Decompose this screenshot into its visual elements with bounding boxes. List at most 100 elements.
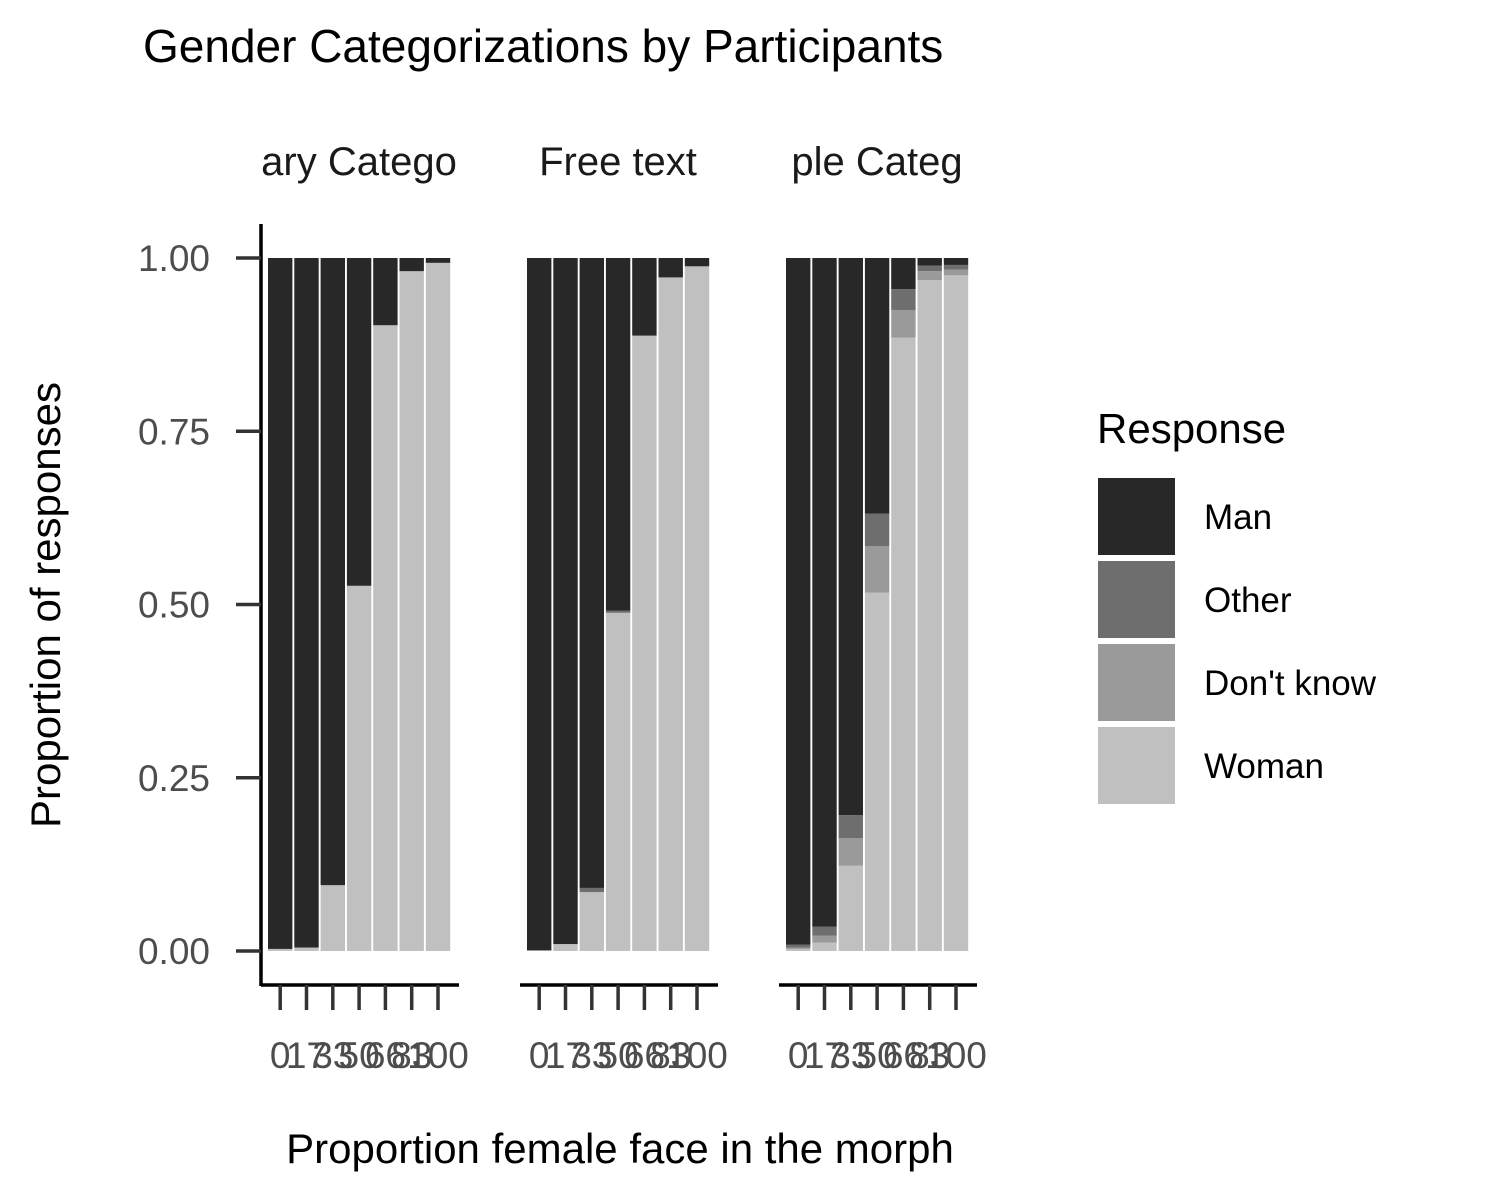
y-tick-label: 0.50 <box>138 585 210 626</box>
y-tick-label: 0.75 <box>138 411 210 452</box>
y-tick-label: 0.25 <box>138 758 210 799</box>
bar-segment-don-t-know <box>786 947 811 949</box>
x-tick-label: 17 <box>286 1035 327 1076</box>
x-tick-label: 83 <box>391 1035 432 1076</box>
bar-segment-man <box>294 258 319 948</box>
x-tick-label: 50 <box>857 1035 898 1076</box>
x-tick-label: 0 <box>788 1035 809 1076</box>
x-tick-label: 0 <box>529 1035 550 1076</box>
bar-segment-man <box>373 258 398 326</box>
x-tick-label: 50 <box>339 1035 380 1076</box>
y-tick-label: 0.00 <box>138 931 210 972</box>
panel-strip-label: ple Categ <box>791 140 962 184</box>
bar-segment-woman <box>294 947 319 951</box>
bar-segment-don-t-know <box>891 309 916 338</box>
bar-segment-woman <box>399 271 424 951</box>
legend-title: Response <box>1097 405 1286 452</box>
bar-segment-woman <box>268 948 293 951</box>
bar-segment-other <box>891 289 916 310</box>
panel-strip-label: Free text <box>539 140 697 184</box>
bar-segment-woman <box>864 592 890 951</box>
bar-segment-other <box>786 944 811 948</box>
bar-segment-woman <box>320 885 345 951</box>
x-tick-label: 100 <box>666 1035 728 1076</box>
bar-segment-other <box>917 265 942 272</box>
bar-segment-man <box>838 258 863 816</box>
bar-segment-man <box>917 258 942 266</box>
bar-segment-other <box>812 926 837 936</box>
y-tick-label: 1.00 <box>138 238 210 279</box>
x-tick-label: 83 <box>909 1035 950 1076</box>
legend-key-woman <box>1098 727 1175 804</box>
x-tick-label: 33 <box>571 1035 612 1076</box>
bar-segment-woman <box>579 892 604 951</box>
bar-segment-woman <box>943 275 969 951</box>
bar-segment-woman <box>812 942 837 951</box>
bar-segment-don-t-know <box>943 269 969 276</box>
bar-segment-man <box>399 258 424 272</box>
x-tick-label: 100 <box>925 1035 987 1076</box>
bar-segment-man <box>812 258 837 927</box>
y-axis-title: Proportion of responses <box>22 382 69 828</box>
bar-segment-man <box>425 258 451 263</box>
x-tick-label: 0 <box>270 1035 291 1076</box>
bar-segment-woman <box>346 585 372 951</box>
bar-segment-man <box>346 258 372 586</box>
x-tick-label: 33 <box>312 1035 353 1076</box>
x-tick-label: 66 <box>624 1035 665 1076</box>
bar-segment-man <box>553 258 578 945</box>
bar-segment-woman <box>553 944 578 951</box>
legend-label: Don't know <box>1204 664 1377 703</box>
x-tick-label: 66 <box>883 1035 924 1076</box>
bar-segment-other <box>579 887 604 893</box>
bar-segment-woman <box>632 335 657 952</box>
bar-segment-woman <box>605 612 631 951</box>
bar-segment-woman <box>527 950 552 951</box>
bar-segment-man <box>632 258 657 336</box>
bar-segment-woman <box>786 948 811 951</box>
bar-segment-man <box>579 258 604 888</box>
bar-segment-woman <box>891 337 916 951</box>
legend-label: Other <box>1204 581 1292 620</box>
bar-segment-man <box>943 258 969 265</box>
bar-segment-man <box>268 258 293 949</box>
x-tick-label: 17 <box>804 1035 845 1076</box>
bar-segment-woman <box>658 277 683 951</box>
legend-label: Man <box>1204 498 1272 537</box>
bar-segment-don-t-know <box>838 838 863 866</box>
x-tick-label: 50 <box>598 1035 639 1076</box>
bar-segment-man <box>658 258 683 278</box>
x-tick-label: 83 <box>650 1035 691 1076</box>
bar-segment-woman <box>684 266 710 951</box>
x-axis-title: Proportion female face in the morph <box>286 1125 954 1172</box>
legend-key-other <box>1098 561 1175 638</box>
bar-segment-woman <box>917 280 942 951</box>
bar-segment-man <box>605 258 631 611</box>
x-tick-label: 66 <box>365 1035 406 1076</box>
bar-segment-other <box>864 513 890 547</box>
bar-segment-woman <box>838 865 863 951</box>
bar-segment-woman <box>425 262 451 951</box>
bar-segment-man <box>684 258 710 267</box>
bar-segment-other <box>943 264 969 270</box>
x-tick-label: 100 <box>407 1035 469 1076</box>
bar-segment-other <box>605 610 631 613</box>
bar-segment-man <box>527 258 552 951</box>
legend-key-man <box>1098 478 1175 555</box>
bar-segment-don-t-know <box>812 935 837 943</box>
bar-segment-don-t-know <box>917 271 942 281</box>
bar-segment-other <box>838 815 863 839</box>
bar-segment-don-t-know <box>864 546 890 593</box>
legend-key-don-t-know <box>1098 644 1175 721</box>
x-tick-label: 33 <box>830 1035 871 1076</box>
panel-strip-label: ary Catego <box>261 140 457 184</box>
bar-segment-woman <box>373 325 398 951</box>
bar-segment-man <box>786 258 811 945</box>
bar-segment-man <box>864 258 890 514</box>
legend: Response Man Other Don't know Woman <box>1097 405 1377 804</box>
